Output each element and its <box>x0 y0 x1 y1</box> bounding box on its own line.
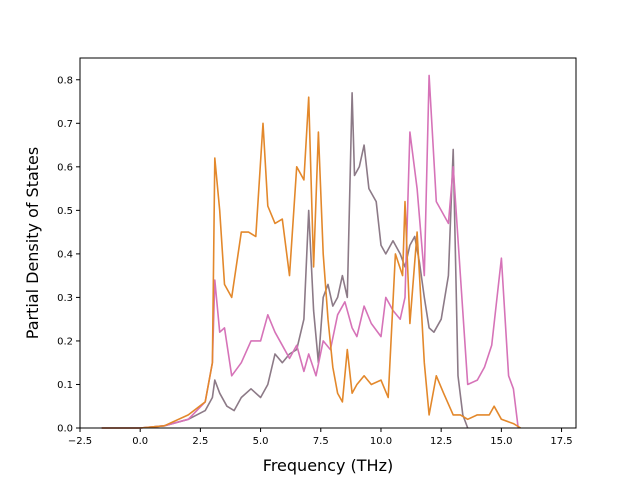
x-tick-label: 12.5 <box>430 436 452 447</box>
x-tick-label: 10.0 <box>370 436 392 447</box>
x-tick-label: 15.0 <box>490 436 512 447</box>
y-tick-label: 0.4 <box>57 249 73 260</box>
x-tick-label: 7.5 <box>313 436 329 447</box>
series-pink-line <box>101 74 519 429</box>
y-tick-label: 0.2 <box>57 336 73 347</box>
x-tick-label: 0.0 <box>132 436 148 447</box>
x-tick-label: 5.0 <box>253 436 269 447</box>
x-tick-label: −2.5 <box>68 436 92 447</box>
axis-ticks: −2.5 0.0 2.5 5.0 7.5 10.0 12.5 15.0 17.50.00.10.… <box>57 75 573 447</box>
y-axis-label: Partial Density of States <box>23 147 42 339</box>
x-tick-label: 2.5 <box>192 436 208 447</box>
plot-frame <box>79 57 577 429</box>
x-axis-label: Frequency (THz) <box>263 456 393 475</box>
series-grey-line <box>101 92 469 429</box>
y-tick-label: 0.5 <box>57 206 73 217</box>
y-tick-label: 0.0 <box>57 424 73 435</box>
x-tick-label: 17.5 <box>550 436 572 447</box>
y-tick-label: 0.3 <box>57 293 73 304</box>
y-tick-label: 0.7 <box>57 119 73 130</box>
y-tick-label: 0.8 <box>57 75 73 86</box>
series-layer <box>101 74 522 429</box>
y-tick-label: 0.1 <box>57 380 73 391</box>
y-tick-label: 0.6 <box>57 162 73 173</box>
series-orange-line <box>101 96 522 429</box>
